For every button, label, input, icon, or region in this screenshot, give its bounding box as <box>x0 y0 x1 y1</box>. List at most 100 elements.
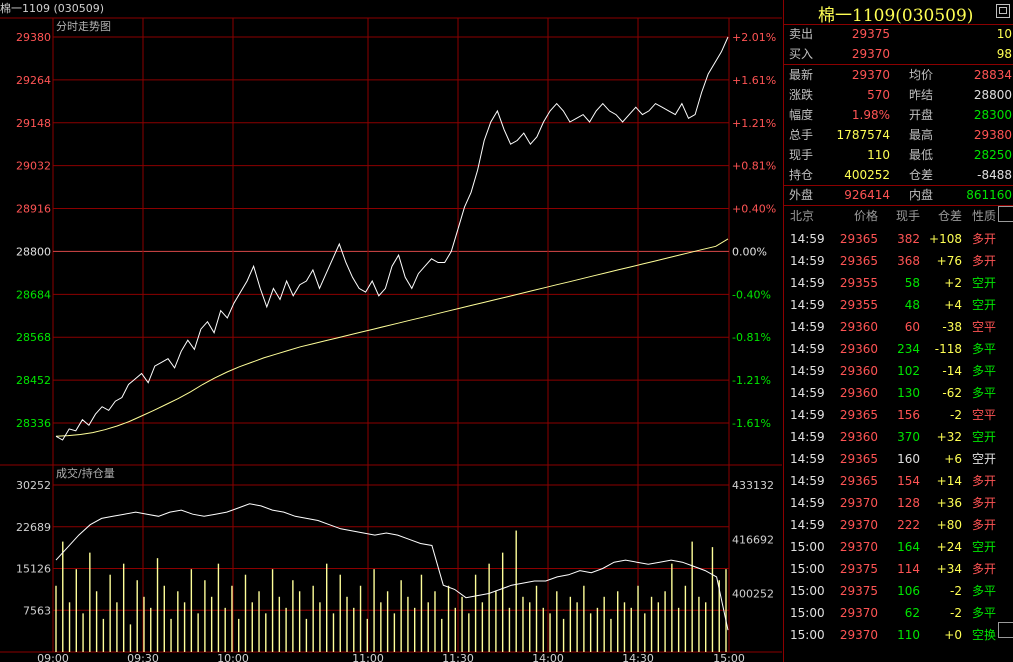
tick-price: 29355 <box>839 298 878 312</box>
tick-row[interactable]: 14:59 29355 48 +4 空开 <box>784 295 996 315</box>
stat-label: 最低 <box>909 148 934 162</box>
bid-volume: 98 <box>996 47 1012 61</box>
average-price-line <box>55 238 729 437</box>
stat-value: 29370 <box>851 68 890 82</box>
tick-price: 29360 <box>839 320 878 334</box>
tick-row[interactable]: 14:59 29370 222 +80 多开 <box>784 515 996 535</box>
tick-row[interactable]: 14:59 29360 102 -14 多平 <box>784 361 996 381</box>
tick-row[interactable]: 14:59 29370 128 +36 多开 <box>784 493 996 513</box>
outer-inner-row: 外盘 926414 内盘 861160 <box>784 185 1013 205</box>
time-tick-label: 10:00 <box>217 652 249 662</box>
tick-row[interactable]: 14:59 29360 370 +32 空开 <box>784 427 996 447</box>
tick-row[interactable]: 14:59 29365 382 +108 多开 <box>784 229 996 249</box>
divider <box>784 185 1013 186</box>
stat-row: 幅度 1.98% 开盘 28300 <box>784 105 1013 125</box>
tick-row[interactable]: 14:59 29360 60 -38 空平 <box>784 317 996 337</box>
stat-value: 1.98% <box>851 108 890 122</box>
price-line <box>55 36 729 441</box>
stat-value: 28800 <box>973 88 1012 102</box>
tick-volume: 60 <box>904 320 920 334</box>
restore-window-icon[interactable] <box>996 4 1010 18</box>
tick-price: 29370 <box>839 628 878 642</box>
bid-row: 买入 29370 98 <box>784 44 1013 64</box>
tick-nature: 空平 <box>971 408 996 422</box>
tick-row[interactable]: 14:59 29365 154 +14 多开 <box>784 471 996 491</box>
stat-label: 涨跌 <box>789 88 814 102</box>
stat-row: 涨跌 570 昨结 28800 <box>784 85 1013 105</box>
stat-label: 最高 <box>909 128 934 142</box>
tick-oi-change: -62 <box>942 386 962 400</box>
percent-tick-label: +0.81% <box>732 160 776 173</box>
tick-time: 14:59 <box>790 254 825 268</box>
tick-row[interactable]: 14:59 29360 234 -118 多平 <box>784 339 996 359</box>
oi-tick-label: 416692 <box>732 533 774 546</box>
tick-time: 14:59 <box>790 496 825 510</box>
tick-nature: 多开 <box>971 254 996 268</box>
time-tick-label: 09:00 <box>37 652 69 662</box>
percent-tick-label: -0.81% <box>732 331 771 344</box>
stat-value: 28250 <box>973 148 1012 162</box>
tick-price: 29365 <box>839 232 878 246</box>
tick-oi-change: -2 <box>950 584 962 598</box>
tick-col-volume: 现手 <box>895 209 920 223</box>
tick-row[interactable]: 14:59 29365 368 +76 多开 <box>784 251 996 271</box>
stat-label: 现手 <box>789 148 814 162</box>
tick-scrollbar[interactable] <box>996 204 1013 662</box>
tick-price: 29375 <box>839 562 878 576</box>
chart-frame <box>52 17 730 653</box>
percent-tick-label: 0.00% <box>732 245 767 258</box>
tick-time: 14:59 <box>790 320 825 334</box>
tick-oi-change: +0 <box>944 628 962 642</box>
tick-row[interactable]: 14:59 29355 58 +2 空开 <box>784 273 996 293</box>
tick-row[interactable]: 15:00 29375 106 -2 多平 <box>784 581 996 601</box>
tick-volume: 382 <box>897 232 920 246</box>
tick-price: 29365 <box>839 408 878 422</box>
volume-tick-label: 7563 <box>23 604 51 617</box>
tick-row[interactable]: 14:59 29365 156 -2 空平 <box>784 405 996 425</box>
tick-volume: 160 <box>897 452 920 466</box>
percent-tick-label: +0.40% <box>732 203 776 216</box>
stat-value: 28300 <box>973 108 1012 122</box>
chart-area[interactable]: 分时走势图 成交/持仓量 29380 +2.01% 29264 +1.61% 29148 +1… <box>0 0 782 662</box>
tick-row[interactable]: 14:59 29360 130 -62 多平 <box>784 383 996 403</box>
stat-value: 570 <box>867 88 890 102</box>
tick-oi-change: -2 <box>950 606 962 620</box>
tick-row[interactable]: 15:00 29375 114 +34 多开 <box>784 559 996 579</box>
time-tick-label: 11:00 <box>352 652 384 662</box>
price-panel-title: 分时走势图 <box>56 20 111 33</box>
outer-label: 外盘 <box>789 188 814 202</box>
scroll-up-button[interactable] <box>998 206 1013 222</box>
tick-row[interactable]: 15:00 29370 164 +24 空开 <box>784 537 996 557</box>
tick-time: 14:59 <box>790 452 825 466</box>
price-tick-label: 28800 <box>16 245 51 258</box>
volume-tick-label: 30252 <box>16 479 51 492</box>
tick-volume: 130 <box>897 386 920 400</box>
stat-label: 昨结 <box>909 88 934 102</box>
tick-time: 14:59 <box>790 430 825 444</box>
tick-volume: 370 <box>897 430 920 444</box>
tick-nature: 空开 <box>971 298 996 312</box>
tick-row[interactable]: 15:00 29370 62 -2 多平 <box>784 603 996 623</box>
tick-time: 14:59 <box>790 408 825 422</box>
volume-panel-title: 成交/持仓量 <box>56 466 115 480</box>
stat-row: 总手 1787574 最高 29380 <box>784 125 1013 145</box>
tick-oi-change: +76 <box>936 254 962 268</box>
tick-volume: 106 <box>897 584 920 598</box>
tick-volume: 48 <box>904 298 920 312</box>
tick-volume: 128 <box>897 496 920 510</box>
scroll-down-button[interactable] <box>998 622 1013 638</box>
tick-volume: 62 <box>904 606 920 620</box>
volume-tick-label: 15126 <box>16 563 51 576</box>
stat-row: 现手 110 最低 28250 <box>784 145 1013 165</box>
open-interest-line <box>55 503 729 631</box>
stat-label: 仓差 <box>909 168 934 182</box>
tick-nature: 空平 <box>971 320 996 334</box>
stat-label: 总手 <box>789 128 814 142</box>
tick-header: 北京 价格 现手 仓差 性质 <box>784 206 1013 226</box>
tick-nature: 空开 <box>971 540 996 554</box>
tick-nature: 空开 <box>971 452 996 466</box>
tick-row[interactable]: 15:00 29370 110 +0 空换 <box>784 625 996 645</box>
tick-row[interactable]: 14:59 29365 160 +6 空开 <box>784 449 996 469</box>
price-tick-label: 29380 <box>16 31 51 44</box>
